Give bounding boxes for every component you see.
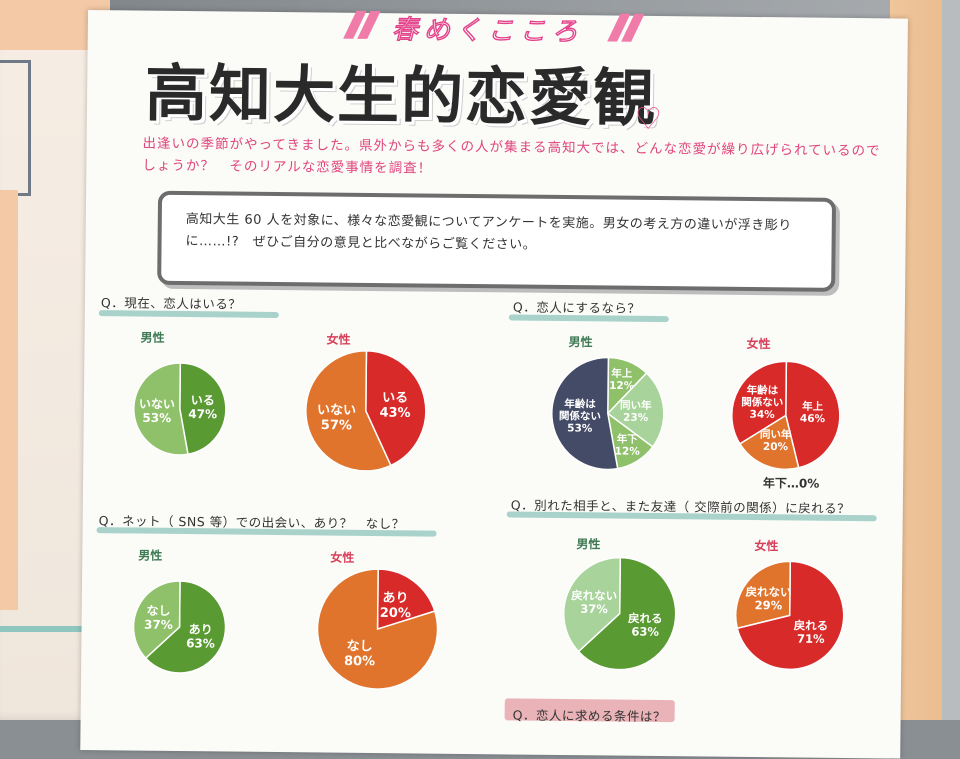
q2-female-slice-1-label: 同い年20%	[760, 428, 792, 453]
q4-female-slice-0-label: 戻れる71%	[792, 618, 828, 646]
q1-male-slice-1	[133, 362, 189, 456]
q4-female-slice-1	[734, 560, 792, 630]
q1-female-slice-0-label: いる43%	[379, 391, 410, 421]
q3-male-slice-0	[144, 580, 227, 674]
q2-female-slice-0	[785, 360, 841, 469]
q2-male-slice-3	[551, 356, 619, 471]
q4-male-slice-0	[577, 556, 677, 671]
q1-female-slice-1-label: いない57%	[317, 403, 356, 433]
q2-female-slice-1	[738, 414, 800, 471]
q2-male-slice-3-label: 年齢は関係ない53%	[559, 397, 601, 435]
q2-female-slice-2	[731, 360, 788, 445]
q4-male-slice-1	[562, 556, 622, 653]
q2-male-slice-2-label: 年下12%	[615, 432, 641, 457]
q3-male-slice-0-label: あり63%	[186, 622, 215, 650]
q4-male-slice-1-label: 戻れない37%	[570, 588, 617, 616]
q3-male-slice-1-label: なし37%	[144, 604, 173, 632]
q2-male-slice-0-label: 年上12%	[609, 367, 635, 392]
q3-female-slice-1	[316, 568, 439, 690]
q1-male-slice-0-label: いる47%	[188, 393, 217, 421]
q1-female-slice-1	[305, 350, 392, 472]
magazine-page: 春めくこころ 高知大生的恋愛観 ♡ 出逢いの季節がやってきました。県外からも多く…	[80, 10, 908, 759]
q2-female-slice-2-label: 年齢は関係ない34%	[741, 383, 783, 421]
q3-female-slice-0	[376, 568, 436, 631]
q3-female-slice-0-label: あり20%	[380, 591, 411, 621]
q3-male-slice-1	[132, 580, 181, 660]
q4-female-slice-1-label: 戻れない29%	[744, 585, 791, 613]
q1-female-slice-0	[365, 350, 427, 467]
q2-male-slice-1-label: 同い年23%	[620, 399, 652, 424]
q3-female-slice-1-label: なし80%	[344, 639, 375, 669]
left-page-frame	[0, 60, 31, 196]
pie-charts: いる47% いない53% いる43% いない57% 年上12% 同い年23% 年下12% 年齢…	[132, 350, 845, 690]
q1-male-slice-1-label: いない53%	[139, 397, 175, 425]
left-page-color-band	[0, 190, 18, 610]
left-page-rule	[0, 626, 110, 632]
q4-male-slice-0-label: 戻れる63%	[627, 611, 663, 639]
q2-female-zero-note: 年下…0%	[763, 475, 820, 491]
q1-male-slice-0	[179, 362, 227, 456]
q2-female-slice-0-label: 年上46%	[800, 400, 826, 425]
q2-male-slice-1	[606, 371, 665, 448]
q4-female-slice-0	[736, 560, 845, 671]
